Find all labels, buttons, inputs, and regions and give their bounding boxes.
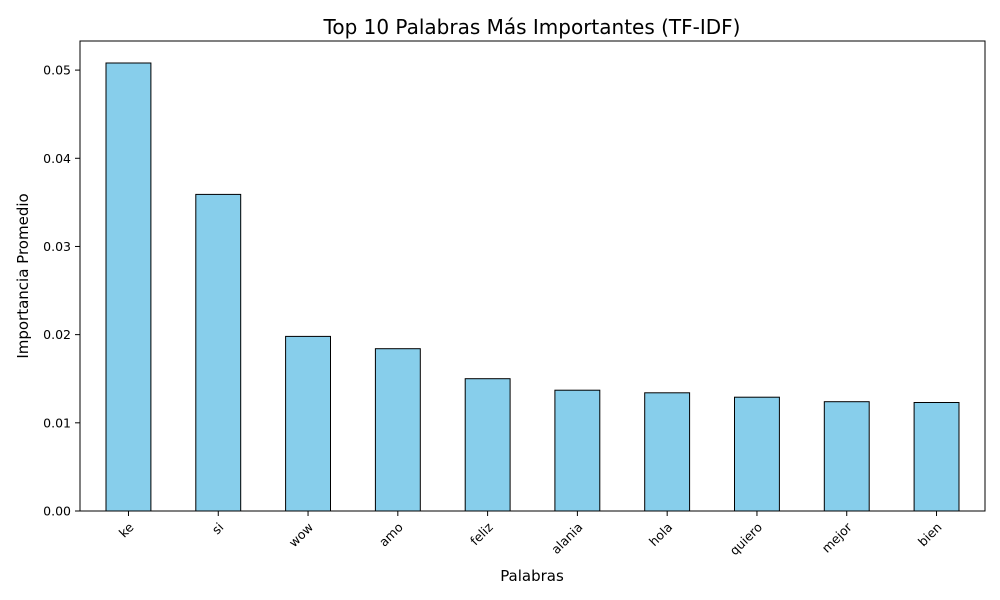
bars	[105, 62, 960, 512]
bar-si	[195, 193, 242, 512]
bar-quiero	[734, 396, 780, 512]
bar-hola	[644, 392, 691, 512]
y-axis: 0.00 0.01 0.02 0.03 0.04 0.05	[43, 63, 80, 519]
x-tick-label-quiero: quiero	[727, 520, 766, 559]
x-tick-label-si: si	[209, 520, 227, 538]
y-tick-label-0: 0.00	[43, 504, 71, 519]
x-tick-label-feliz: feliz	[467, 519, 496, 548]
y-tick-label-1: 0.01	[43, 415, 71, 430]
x-tick-label-mejor: mejor	[819, 519, 856, 556]
x-tick-label-hola: hola	[646, 520, 675, 549]
bar-wow	[285, 335, 332, 512]
x-tick-label-alania: alania	[548, 520, 585, 557]
bar-ke	[105, 62, 152, 512]
y-tick-label-5: 0.05	[43, 63, 71, 78]
x-axis: ke si wow amo feliz alania hola quiero mejor bien	[116, 511, 945, 558]
x-tick-label-ke: ke	[116, 519, 137, 540]
x-axis-label: Palabras	[500, 567, 564, 585]
bar-amo	[374, 348, 421, 512]
bar-feliz	[464, 378, 511, 512]
y-axis-label: Importancia Promedio	[14, 193, 32, 358]
x-tick-label-wow: wow	[286, 520, 316, 550]
y-tick-label-3: 0.03	[43, 239, 71, 254]
bar-bien	[913, 402, 960, 512]
x-tick-label-bien: bien	[915, 520, 945, 550]
bar-alania	[554, 389, 601, 512]
chart-title: Top 10 Palabras Más Importantes (TF-IDF)	[323, 15, 741, 39]
y-tick-label-2: 0.02	[43, 327, 71, 342]
x-tick-label-amo: amo	[376, 520, 406, 550]
y-tick-label-4: 0.04	[43, 151, 71, 166]
bar-mejor	[823, 401, 870, 512]
plot-frame	[79, 40, 986, 512]
